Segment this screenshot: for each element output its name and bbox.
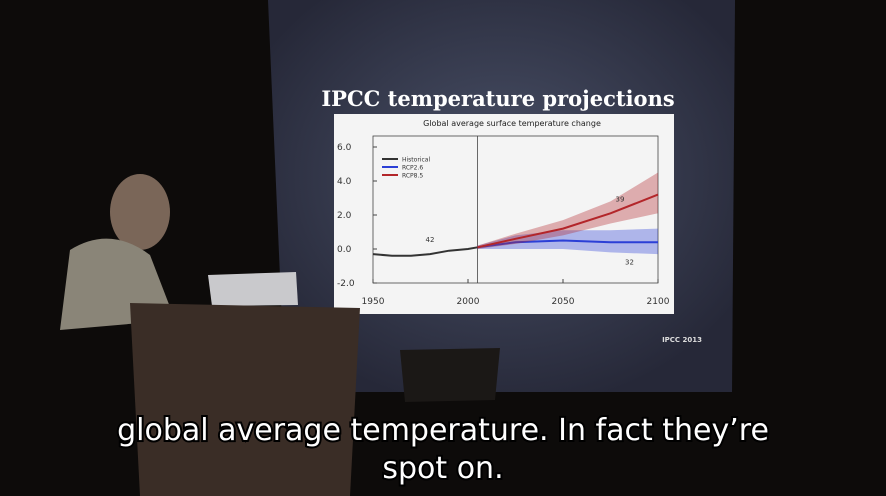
- x-tick-label: 2050: [552, 297, 575, 307]
- plot-frame: [372, 135, 659, 284]
- annotation: 39: [616, 195, 625, 203]
- annotation: 32: [625, 258, 634, 266]
- laptop: [208, 272, 298, 306]
- chart-title: Global average surface temperature chang…: [423, 119, 601, 128]
- subtitle-line: spot on.: [382, 451, 503, 486]
- chart-panel: [334, 114, 674, 314]
- x-tick-label: 2000: [457, 297, 480, 307]
- y-tick-label: 0.0: [337, 245, 352, 255]
- podium: [130, 303, 360, 496]
- annotation: 42: [426, 236, 435, 244]
- speaker-head: [110, 174, 170, 250]
- y-tick-label: 2.0: [337, 211, 352, 221]
- slide-title: IPCC temperature projections: [321, 86, 674, 111]
- legend-label: Historical: [402, 157, 430, 164]
- x-tick-label: 2100: [647, 297, 670, 307]
- y-tick-label: 4.0: [337, 177, 352, 187]
- series-line: [477, 239, 658, 249]
- legend-label: RCP8.5: [402, 173, 423, 180]
- y-tick-label: -2.0: [337, 279, 355, 289]
- credit: IPCC 2013: [662, 336, 702, 344]
- x-tick-label: 1950: [362, 297, 385, 307]
- monitor: [400, 348, 500, 402]
- subtitle-line: global average temperature. In fact they…: [117, 413, 769, 448]
- legend-label: RCP2.6: [402, 165, 423, 172]
- series-line: [372, 246, 478, 257]
- y-tick-label: 6.0: [337, 143, 352, 153]
- series-line: [477, 193, 659, 249]
- uncertainty-band: [477, 172, 658, 249]
